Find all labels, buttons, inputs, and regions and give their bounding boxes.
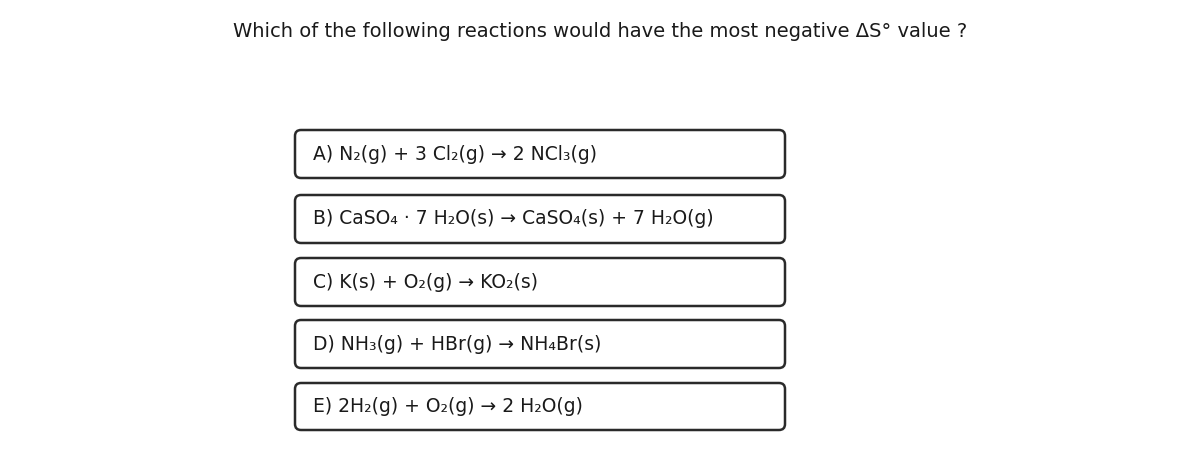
FancyBboxPatch shape bbox=[295, 258, 785, 306]
Text: E) 2H₂(g) + O₂(g) → 2 H₂O(g): E) 2H₂(g) + O₂(g) → 2 H₂O(g) bbox=[313, 397, 583, 416]
FancyBboxPatch shape bbox=[295, 130, 785, 178]
FancyBboxPatch shape bbox=[295, 320, 785, 368]
Text: Which of the following reactions would have the most negative ΔS° value ?: Which of the following reactions would h… bbox=[233, 22, 967, 41]
Text: D) NH₃(g) + HBr(g) → NH₄Br(s): D) NH₃(g) + HBr(g) → NH₄Br(s) bbox=[313, 334, 601, 353]
FancyBboxPatch shape bbox=[295, 383, 785, 430]
Text: B) CaSO₄ · 7 H₂O(s) → CaSO₄(s) + 7 H₂O(g): B) CaSO₄ · 7 H₂O(s) → CaSO₄(s) + 7 H₂O(g… bbox=[313, 209, 714, 228]
FancyBboxPatch shape bbox=[295, 195, 785, 243]
Text: A) N₂(g) + 3 Cl₂(g) → 2 NCl₃(g): A) N₂(g) + 3 Cl₂(g) → 2 NCl₃(g) bbox=[313, 144, 598, 163]
Text: C) K(s) + O₂(g) → KO₂(s): C) K(s) + O₂(g) → KO₂(s) bbox=[313, 273, 538, 292]
